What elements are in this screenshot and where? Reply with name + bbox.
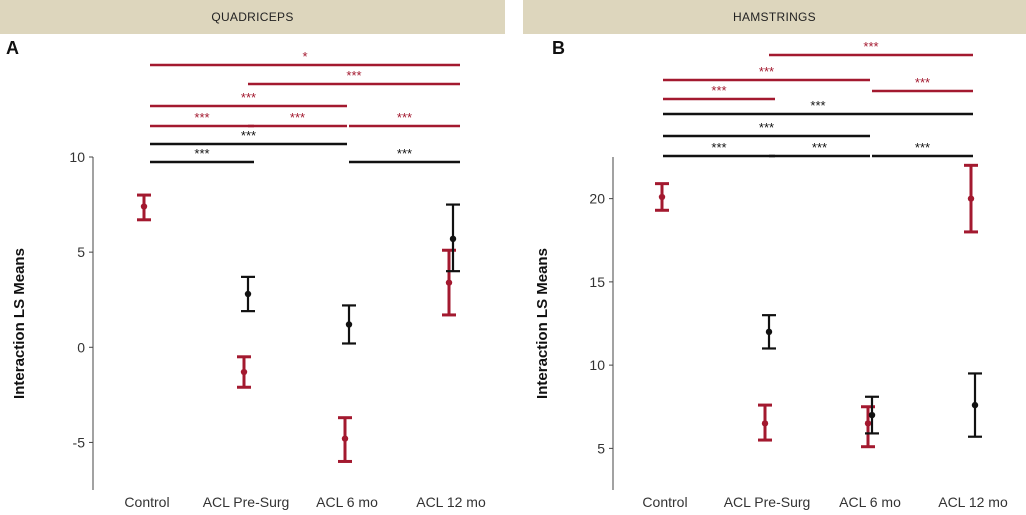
p1-significance-label: ***	[290, 110, 305, 125]
p2-significance-label: ***	[810, 98, 825, 113]
p1-black-point	[449, 235, 457, 243]
p1-significance-label: ***	[346, 68, 361, 83]
p2-black-point	[765, 328, 773, 336]
panel-header-hamstrings: HAMSTRINGS	[523, 0, 1026, 34]
panel-header-quadriceps-label: QUADRICEPS	[211, 10, 294, 24]
p2-significance-label: ***	[915, 75, 930, 90]
p1-significance-label: ***	[241, 128, 256, 143]
p2-significance-label: ***	[812, 140, 827, 155]
p1-significance-label: ***	[194, 110, 209, 125]
p1-red-point	[240, 368, 248, 376]
p1-category-label: ACL Pre-Surg	[203, 494, 290, 510]
p2-black-point	[971, 401, 979, 409]
p2-y-tick-label: 5	[597, 440, 605, 456]
p1-red-point	[140, 203, 148, 210]
p1-significance-label: ***	[194, 146, 209, 161]
p1-significance-label: *	[302, 49, 307, 64]
panel-label-a: A	[6, 38, 19, 58]
p1-y-tick-label: 0	[77, 339, 85, 355]
p2-y-tick-label: 15	[589, 274, 605, 290]
p1-y-tick-label: 5	[77, 244, 85, 260]
p1-black-point	[345, 321, 353, 328]
panel-header-quadriceps: QUADRICEPS	[0, 0, 505, 34]
p1-category-label: Control	[124, 494, 169, 510]
p1-red-point	[445, 279, 453, 286]
panel-header-hamstrings-label: HAMSTRINGS	[732, 10, 816, 24]
p2-significance-label: ***	[711, 140, 726, 155]
p2-significance-label: ***	[711, 83, 726, 98]
p2-category-label: ACL Pre-Surg	[724, 494, 811, 510]
p1-significance-label: ***	[397, 146, 412, 161]
p1-black-point	[244, 290, 252, 298]
p2-significance-label: ***	[863, 39, 878, 54]
p2-red-point	[761, 420, 769, 427]
p1-category-label: ACL 12 mo	[416, 494, 486, 510]
p2-y-axis-title: Interaction LS Means	[534, 248, 551, 399]
p2-y-tick-label: 20	[589, 191, 605, 207]
p2-red-point	[967, 195, 975, 202]
p1-red-point	[341, 435, 349, 442]
p1-significance-label: ***	[397, 110, 412, 125]
p2-y-tick-label: 10	[589, 357, 605, 373]
p2-black-point	[868, 411, 876, 419]
p1-y-tick-label: -5	[73, 434, 86, 450]
p2-red-point	[658, 193, 666, 201]
p1-significance-label: ***	[241, 90, 256, 105]
p2-red-point	[864, 420, 872, 427]
p2-category-label: Control	[642, 494, 687, 510]
p1-y-tick-label: 10	[69, 149, 85, 165]
p1-category-label: ACL 6 mo	[316, 494, 378, 510]
p2-significance-label: ***	[759, 64, 774, 79]
p2-significance-label: ***	[915, 140, 930, 155]
p1-y-axis-title: Interaction LS Means	[11, 248, 28, 399]
panel-label-b: B	[552, 38, 565, 58]
p2-significance-label: ***	[759, 120, 774, 135]
p2-category-label: ACL 6 mo	[839, 494, 901, 510]
p2-category-label: ACL 12 mo	[938, 494, 1008, 510]
